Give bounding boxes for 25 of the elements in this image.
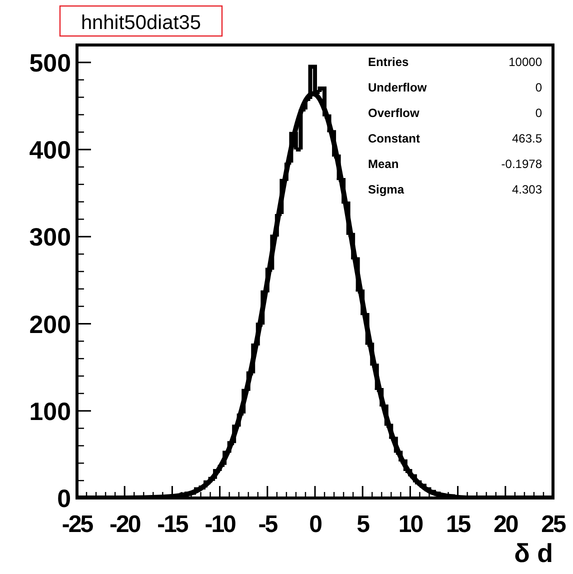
x-tick-label: 0 [309, 511, 322, 538]
x-tick-label: 20 [494, 511, 518, 538]
text: Constant 463.5 [368, 132, 542, 146]
text: Mean -0.1978 [368, 157, 542, 171]
x-tick-label: 25 [541, 511, 566, 538]
y-tick-label: 0 [57, 485, 71, 513]
text: Entries 10000 [368, 55, 542, 69]
x-tick-label: -15 [157, 511, 188, 538]
y-tick-label: 300 [29, 224, 71, 252]
x-tick-label: 15 [446, 511, 471, 538]
x-tick-label: -5 [258, 511, 278, 538]
y-tick-label: 200 [29, 310, 71, 339]
x-tick-label: -20 [110, 511, 141, 538]
chart-title: hnhit50diat35 [80, 12, 202, 34]
y-tick-label: 400 [29, 136, 71, 165]
text: Sigma 4.303 [368, 182, 542, 196]
x-tick-label: -25 [62, 511, 94, 538]
x-tick-label: 5 [356, 511, 370, 538]
x-tick-label: -10 [204, 511, 236, 538]
text: Underflow 0 [368, 80, 542, 94]
x-axis-title: δ d [514, 538, 553, 568]
y-tick-label: 500 [29, 49, 71, 78]
y-tick-label: 100 [29, 398, 71, 426]
x-tick-label: 10 [398, 511, 424, 538]
text: Overflow 0 [368, 106, 542, 120]
